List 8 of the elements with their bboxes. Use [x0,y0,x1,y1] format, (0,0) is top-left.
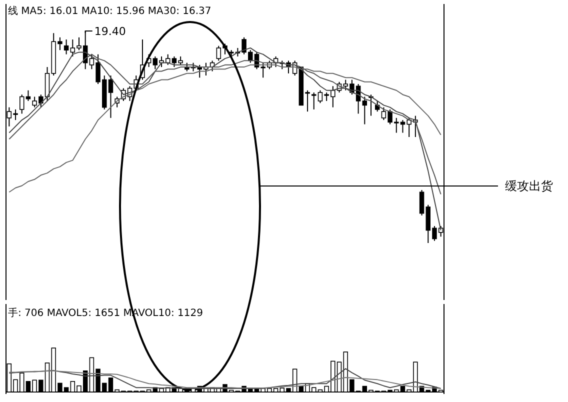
candlestick [64,38,69,55]
text: 缓攻出货 [505,179,553,193]
candlestick [312,92,316,110]
candlestick [362,96,368,125]
chart-title: 线 MA5: 16.01 MA10: 15.96 MA30: 16.37 [8,5,212,17]
annotation: 19.40 [94,25,126,38]
candlestick [20,94,24,114]
candlestick [419,190,424,216]
